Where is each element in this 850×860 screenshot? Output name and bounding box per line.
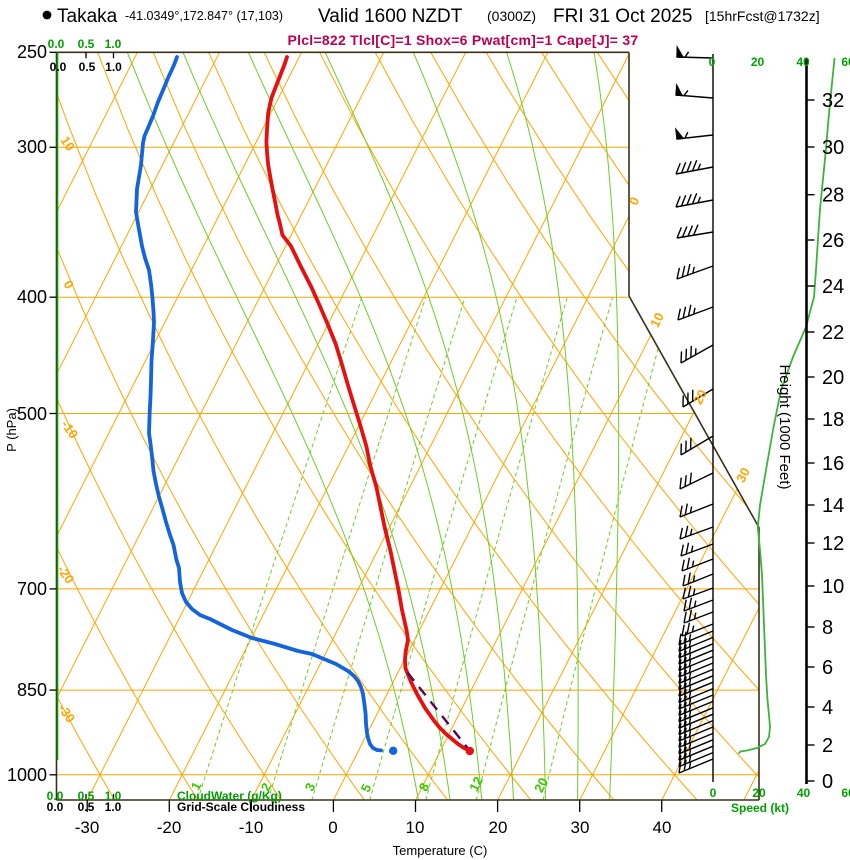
svg-text:-10: -10 [239, 818, 264, 837]
svg-text:40: 40 [797, 786, 811, 800]
svg-text:60: 60 [841, 55, 850, 69]
svg-text:Height (1000 Feet): Height (1000 Feet) [776, 364, 793, 489]
svg-text:28: 28 [822, 185, 844, 207]
svg-text:300: 300 [17, 137, 47, 157]
svg-text:1.0: 1.0 [105, 789, 122, 803]
svg-text:Plcl=822 Tlcl[C]=1 Shox=6 Pwat: Plcl=822 Tlcl[C]=1 Shox=6 Pwat[cm]=1 Cap… [288, 32, 639, 48]
svg-text:20: 20 [531, 775, 551, 795]
svg-text:500: 500 [17, 404, 47, 424]
svg-text:20: 20 [489, 818, 508, 837]
svg-text:0.0: 0.0 [50, 60, 67, 74]
svg-text:10: 10 [822, 576, 844, 598]
svg-text:30: 30 [571, 818, 590, 837]
svg-text:-41.0349°,172.847° (17,103): -41.0349°,172.847° (17,103) [125, 9, 283, 23]
svg-text:20: 20 [822, 367, 844, 389]
svg-text:Takaka: Takaka [57, 6, 118, 27]
svg-text:20: 20 [751, 55, 765, 69]
svg-text:700: 700 [17, 579, 47, 599]
svg-text:6: 6 [822, 657, 833, 679]
svg-text:12: 12 [466, 774, 486, 794]
svg-text:60: 60 [841, 786, 850, 800]
svg-text:30: 30 [822, 137, 844, 159]
svg-text:0.5: 0.5 [78, 37, 95, 51]
svg-text:P (hPa): P (hPa) [4, 408, 19, 452]
svg-text:26: 26 [822, 230, 844, 252]
svg-text:-30: -30 [75, 818, 100, 837]
svg-text:Valid 1600 NZDT: Valid 1600 NZDT [318, 6, 463, 27]
svg-text:0.5: 0.5 [78, 800, 95, 814]
svg-text:0.5: 0.5 [78, 789, 95, 803]
svg-text:1.0: 1.0 [105, 37, 122, 51]
svg-text:1.0: 1.0 [105, 800, 122, 814]
svg-text:0.0: 0.0 [47, 789, 64, 803]
svg-text:14: 14 [822, 495, 844, 517]
svg-text:8: 8 [822, 617, 833, 639]
svg-text:Temperature (C): Temperature (C) [393, 843, 488, 858]
svg-text:10: 10 [406, 818, 425, 837]
svg-text:40: 40 [796, 55, 810, 69]
svg-text:CloudWater (g/Kg): CloudWater (g/Kg) [177, 789, 282, 803]
svg-text:1.0: 1.0 [105, 60, 122, 74]
svg-text:10: 10 [58, 133, 78, 153]
svg-text:40: 40 [653, 818, 672, 837]
svg-text:Grid-Scale Cloudiness: Grid-Scale Cloudiness [177, 800, 305, 814]
svg-text:0: 0 [328, 818, 337, 837]
svg-text:(0300Z): (0300Z) [487, 8, 536, 24]
svg-text:250: 250 [17, 42, 47, 62]
svg-text:0.0: 0.0 [48, 37, 65, 51]
svg-text:18: 18 [822, 409, 844, 431]
svg-text:-20: -20 [157, 818, 182, 837]
svg-text:0: 0 [709, 55, 716, 69]
svg-text:24: 24 [822, 276, 844, 298]
svg-text:0: 0 [822, 771, 833, 793]
svg-text:FRI 31 Oct 2025: FRI 31 Oct 2025 [553, 6, 692, 27]
svg-text:Speed (kt): Speed (kt) [731, 801, 789, 815]
svg-text:0: 0 [710, 786, 717, 800]
svg-text:0.5: 0.5 [79, 60, 96, 74]
svg-text:16: 16 [822, 453, 844, 475]
svg-text:32: 32 [822, 90, 844, 112]
svg-text:4: 4 [822, 697, 833, 719]
svg-text:[15hrFcst@1732z]: [15hrFcst@1732z] [705, 8, 820, 24]
svg-text:10: 10 [647, 310, 667, 330]
svg-text:0.0: 0.0 [47, 800, 64, 814]
svg-text:22: 22 [822, 322, 844, 344]
svg-text:400: 400 [17, 287, 47, 307]
svg-text:30: 30 [733, 465, 753, 485]
svg-text:1000: 1000 [7, 765, 47, 785]
svg-text:2: 2 [822, 735, 833, 757]
svg-text:850: 850 [17, 680, 47, 700]
svg-text:20: 20 [752, 786, 766, 800]
svg-text:12: 12 [822, 533, 844, 555]
svg-text:20: 20 [690, 387, 710, 407]
